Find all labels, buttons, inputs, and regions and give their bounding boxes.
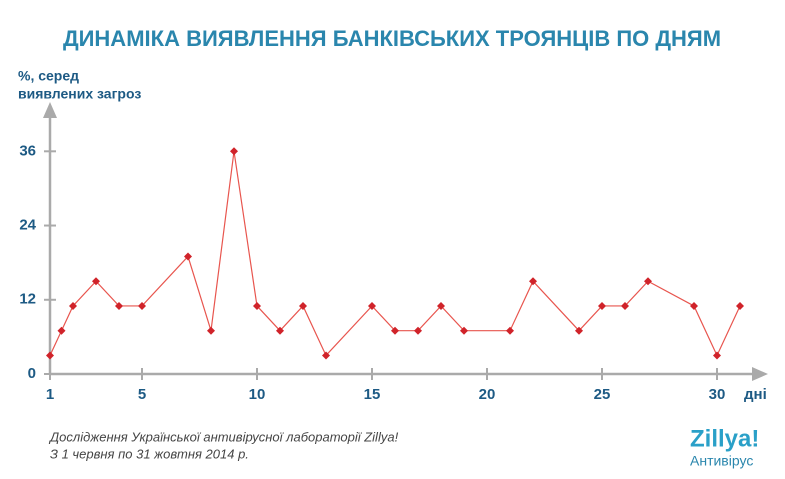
data-point (391, 326, 399, 335)
x-tick-label: 10 (249, 386, 266, 403)
data-point (368, 301, 376, 310)
x-arrow (752, 367, 768, 381)
chart-title: ДИНАМІКА ВИЯВЛЕННЯ БАНКІВСЬКИХ ТРОЯНЦІВ … (63, 26, 721, 51)
data-point (115, 301, 123, 310)
data-point (57, 326, 66, 335)
data-point (644, 277, 652, 286)
data-line (49, 151, 741, 357)
y-tick-label: 12 (19, 291, 36, 308)
data-point (230, 147, 238, 156)
data-point (299, 301, 307, 310)
x-axis-label: дні (744, 386, 767, 403)
y-axis-label: %, серед (18, 68, 79, 84)
footnote: З 1 червня по 31 жовтня 2014 р. (50, 446, 249, 461)
data-point (437, 301, 445, 310)
y-tick-label: 36 (19, 142, 36, 159)
x-tick-label: 25 (594, 386, 611, 403)
data-point (621, 301, 629, 310)
x-tick-label: 30 (709, 386, 726, 403)
y-axis-label: виявлених загроз (18, 86, 141, 102)
data-point (253, 301, 261, 310)
footnote: Дослідження Української антивірусної лаб… (48, 429, 399, 444)
data-point (529, 277, 537, 286)
data-point (690, 301, 698, 310)
data-point (598, 301, 606, 310)
data-point (322, 351, 330, 360)
data-point (276, 326, 284, 335)
data-point (207, 326, 215, 335)
logo-product: Антивірус (690, 453, 753, 469)
data-point (138, 301, 146, 310)
data-point (736, 301, 744, 310)
data-point (92, 277, 100, 286)
y-tick-label: 0 (28, 365, 36, 382)
data-point (460, 326, 468, 335)
y-arrow (43, 102, 57, 118)
data-point (46, 351, 54, 360)
data-point (713, 351, 721, 360)
x-tick-label: 1 (46, 386, 54, 403)
y-tick-label: 24 (19, 217, 36, 234)
x-tick-label: 20 (479, 386, 496, 403)
data-point (414, 326, 422, 335)
x-tick-label: 5 (138, 386, 146, 403)
data-point (506, 326, 514, 335)
data-point (69, 301, 77, 310)
data-point (184, 252, 192, 261)
logo-brand: Zillya! (690, 425, 759, 452)
x-tick-label: 15 (364, 386, 381, 403)
data-point (575, 326, 583, 335)
